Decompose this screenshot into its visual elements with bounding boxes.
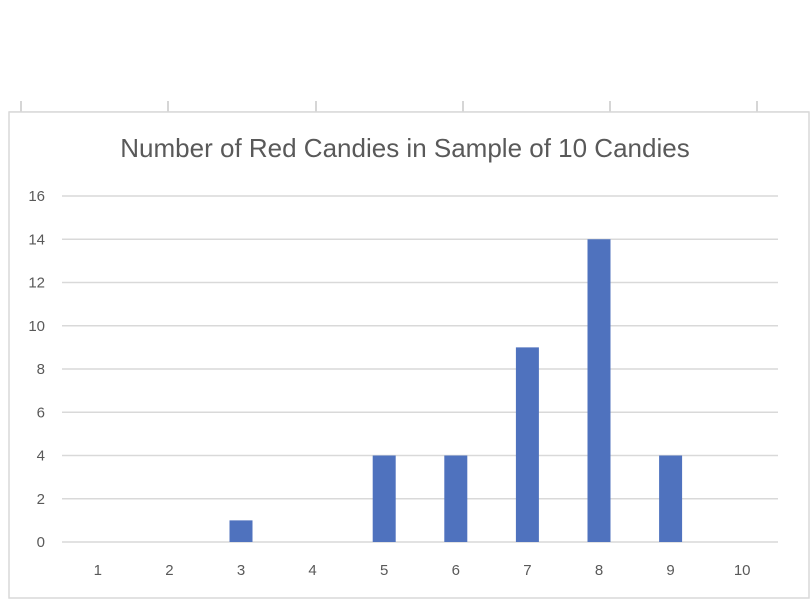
y-tick-label: 6 [37,404,45,421]
x-tick-label: 10 [734,562,751,579]
bar-8[interactable] [587,239,611,542]
x-tick-label: 6 [452,562,460,579]
x-axis-tick-labels: 1 2 3 4 5 6 7 8 9 10 [94,562,751,579]
bar-5[interactable] [372,455,396,543]
x-tick-label: 7 [523,562,531,579]
y-tick-label: 16 [28,188,45,205]
y-tick-label: 14 [28,231,45,248]
bar-9[interactable] [659,455,683,543]
chart-title: Number of Red Candies in Sample of 10 Ca… [120,133,689,163]
y-tick-label: 8 [37,361,45,378]
x-tick-label: 3 [237,562,245,579]
bar-7[interactable] [515,347,539,542]
x-tick-label: 4 [308,562,316,579]
y-tick-label: 12 [28,275,45,292]
x-tick-label: 2 [165,562,173,579]
x-tick-label: 5 [380,562,388,579]
bars [229,239,683,543]
sheet-column-ticks [9,101,809,113]
y-tick-label: 2 [37,491,45,508]
y-tick-label: 10 [28,318,45,335]
y-axis-tick-labels: 0 2 4 6 8 10 12 14 16 [28,188,45,551]
x-tick-label: 8 [595,562,603,579]
bar-6[interactable] [444,455,468,543]
x-tick-label: 1 [94,562,102,579]
y-tick-label: 0 [37,534,45,551]
y-tick-label: 4 [37,448,45,465]
chart-frame[interactable] [8,111,810,599]
bar-3[interactable] [229,520,253,542]
gridlines [62,195,778,543]
x-tick-label: 9 [666,562,674,579]
